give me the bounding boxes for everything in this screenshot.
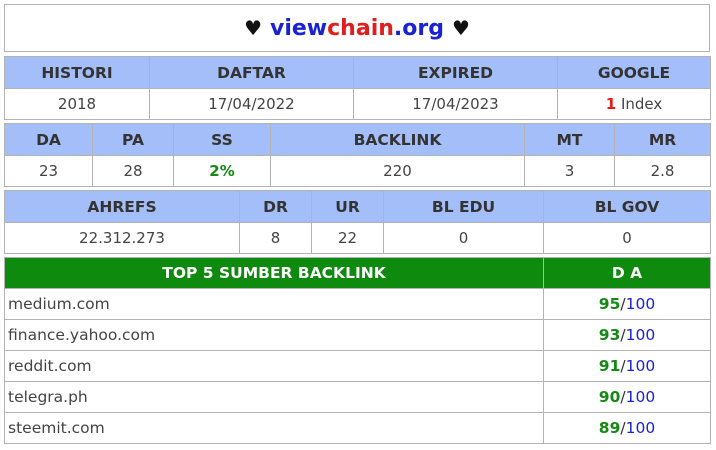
ss-value: 2% [173,155,271,187]
site-title-part-chain: chain [327,15,394,41]
source-da-separator: / [620,419,626,437]
source-da-score: 93 [598,326,621,344]
ur-value: 22 [311,222,384,254]
header-top-sources: TOP 5 SUMBER BACKLINK [4,257,544,289]
header-backlink: BACKLINK [270,123,525,156]
source-site: steemit.com [4,412,544,444]
google-index-count: 1 [605,95,617,113]
google-index-label: Index [616,95,663,113]
header-mr: MR [614,123,711,156]
header-bl-gov: BL GOV [543,190,711,223]
table-row: steemit.com 89/100 [4,412,711,444]
header-da: DA [4,123,93,156]
heart-right-icon: ♥ [451,16,470,40]
source-da-score: 95 [598,295,621,313]
mt-value: 3 [524,155,615,187]
moz-metrics-table: DA PA SS BACKLINK MT MR 23 28 2% 220 3 2… [4,123,711,187]
ahrefs-value: 22.312.273 [4,222,240,254]
header-dr: DR [239,190,312,223]
source-da-cell: 95/100 [543,288,711,320]
source-da-score: 89 [598,419,621,437]
site-title-part-view: view [270,15,328,41]
source-da-score: 90 [598,388,621,406]
da-value: 23 [4,155,93,187]
site-title-box: ♥ view chain .org ♥ [4,4,710,52]
source-da-cell: 90/100 [543,381,711,413]
source-da-separator: / [620,295,626,313]
source-da-cell: 89/100 [543,412,711,444]
header-mt: MT [524,123,615,156]
source-site: medium.com [4,288,544,320]
source-da-max: 100 [625,295,656,313]
table-row: medium.com 95/100 [4,288,711,320]
source-da-max: 100 [625,326,656,344]
top-backlink-sources-table: TOP 5 SUMBER BACKLINK D A medium.com 95/… [4,257,711,444]
expired-value: 17/04/2023 [353,88,558,120]
source-da-separator: / [620,326,626,344]
mr-value: 2.8 [614,155,711,187]
source-da-cell: 91/100 [543,350,711,382]
source-site: telegra.ph [4,381,544,413]
source-da-max: 100 [625,357,656,375]
source-site: reddit.com [4,350,544,382]
table-row: reddit.com 91/100 [4,350,711,382]
header-expired: EXPIRED [353,56,558,89]
source-da-score: 91 [598,357,621,375]
source-da-max: 100 [625,388,656,406]
header-ur: UR [311,190,384,223]
table-row: telegra.ph 90/100 [4,381,711,413]
source-da-separator: / [620,388,626,406]
header-daftar: DAFTAR [149,56,354,89]
header-ss: SS [173,123,271,156]
google-index-cell: 1 Index [557,88,711,120]
header-google: GOOGLE [557,56,711,89]
domain-info-table: HISTORI DAFTAR EXPIRED GOOGLE 2018 17/04… [4,56,711,120]
source-da-max: 100 [625,419,656,437]
pa-value: 28 [92,155,174,187]
source-da-separator: / [620,357,626,375]
source-da-cell: 93/100 [543,319,711,351]
header-ahrefs: AHREFS [4,190,240,223]
heart-left-icon: ♥ [244,16,262,40]
header-histori: HISTORI [4,56,150,89]
backlink-value: 220 [270,155,525,187]
bl-edu-value: 0 [383,222,544,254]
histori-value: 2018 [4,88,150,120]
source-site: finance.yahoo.com [4,319,544,351]
daftar-value: 17/04/2022 [149,88,354,120]
bl-gov-value: 0 [543,222,711,254]
header-bl-edu: BL EDU [383,190,544,223]
dr-value: 8 [239,222,312,254]
table-row: finance.yahoo.com 93/100 [4,319,711,351]
site-title-part-tld: .org [393,15,444,41]
ahrefs-metrics-table: AHREFS DR UR BL EDU BL GOV 22.312.273 8 … [4,190,711,254]
header-source-da: D A [543,257,711,289]
header-pa: PA [92,123,174,156]
